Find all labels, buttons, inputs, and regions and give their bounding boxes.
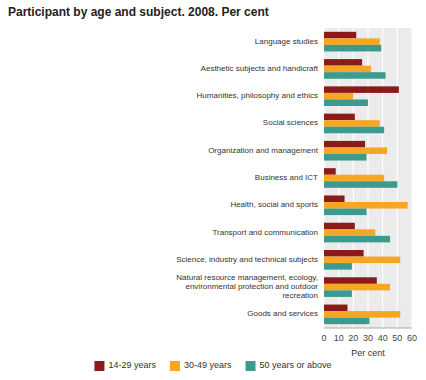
category-label-line: Natural resource management, ecology,	[176, 273, 318, 282]
tick-label: 50	[392, 333, 402, 343]
legend-swatch	[246, 361, 256, 371]
bar	[324, 99, 368, 106]
tick-label: 30	[363, 333, 373, 343]
category-label: Goods and services	[247, 309, 318, 318]
category-label-line: Organization and management	[208, 146, 319, 155]
legend-item: 14-29 years	[94, 360, 156, 371]
category-label-line: Language studies	[255, 37, 318, 46]
category-label-line: Transport and communication	[212, 228, 318, 237]
category-label: Science, industry and technical subjects	[176, 255, 318, 264]
legend-label: 30-49 years	[184, 360, 232, 370]
y-axis-labels: Language studies Aesthetic subjects and h…	[176, 37, 319, 319]
category-label-line: Health, social and sports	[230, 200, 318, 209]
bar	[324, 236, 390, 243]
bar	[324, 59, 362, 66]
category-label-line: Aesthetic subjects and handicraft	[201, 64, 319, 73]
bar	[324, 32, 356, 39]
category-label-line: Social sciences	[263, 119, 318, 128]
x-axis-ticks: 0 10 20 30 40 50 60	[321, 333, 417, 343]
legend-swatch	[94, 361, 104, 371]
bar	[324, 120, 380, 127]
tick-label: 60	[407, 333, 417, 343]
category-label-line: Science, industry and technical subjects	[176, 255, 318, 264]
legend-item: 50 years or above	[246, 360, 332, 371]
legend-swatch	[170, 361, 180, 371]
bar	[324, 72, 386, 79]
legend-label: 50 years or above	[260, 360, 332, 370]
grid-line	[411, 28, 412, 328]
tick-label: 40	[378, 333, 388, 343]
bar	[324, 229, 375, 236]
category-label-line: Humanities, philosophy and ethics	[197, 91, 318, 100]
bar	[324, 147, 387, 154]
bar	[324, 263, 352, 270]
bar	[324, 209, 367, 216]
bar	[324, 45, 381, 52]
tick-label: 20	[348, 333, 358, 343]
category-label: Humanities, philosophy and ethics	[197, 91, 318, 100]
category-label: Language studies	[255, 37, 318, 46]
bar	[324, 127, 384, 134]
category-label-line: recreation	[282, 291, 318, 300]
bar	[324, 66, 371, 73]
bar	[324, 311, 400, 318]
bar	[324, 277, 377, 284]
category-label-line: environmental protection and outdoor	[185, 282, 318, 291]
x-axis-line	[324, 328, 412, 329]
plot-background	[324, 28, 412, 328]
category-label: Health, social and sports	[230, 200, 318, 209]
bar	[324, 86, 399, 93]
bar	[324, 250, 364, 257]
bar	[324, 154, 367, 161]
bar	[324, 38, 380, 45]
grid	[324, 28, 412, 328]
category-label: Organization and management	[208, 146, 319, 155]
category-label: Natural resource management, ecology,env…	[176, 273, 318, 300]
bar	[324, 305, 347, 312]
bar	[324, 195, 345, 202]
bar	[324, 141, 365, 148]
bar	[324, 175, 384, 182]
category-label: Transport and communication	[212, 228, 318, 237]
tick-label: 0	[321, 333, 326, 343]
bar	[324, 181, 397, 188]
bar	[324, 284, 390, 291]
x-axis-label: Per cent	[351, 348, 385, 358]
bar	[324, 93, 353, 100]
bar	[324, 202, 408, 209]
bar	[324, 257, 400, 264]
grid-line	[397, 28, 398, 328]
category-label: Business and ICT	[255, 173, 318, 182]
tick-label: 10	[334, 333, 344, 343]
category-label-line: Goods and services	[247, 309, 318, 318]
legend-label: 14-29 years	[108, 360, 156, 370]
category-label-line: Business and ICT	[255, 173, 318, 182]
title: Participant by age and subject. 2008. Pe…	[8, 5, 269, 19]
bar	[324, 223, 355, 230]
category-label: Social sciences	[263, 119, 318, 128]
bar	[324, 168, 336, 175]
chart: Participant by age and subject. 2008. Pe…	[0, 0, 426, 380]
category-label: Aesthetic subjects and handicraft	[201, 64, 319, 73]
legend-item: 30-49 years	[170, 360, 232, 371]
bar	[324, 318, 369, 325]
bars	[324, 32, 408, 324]
bar	[324, 114, 355, 121]
legend: 14-29 years 30-49 years 50 years or above	[94, 360, 331, 371]
bar	[324, 290, 352, 297]
